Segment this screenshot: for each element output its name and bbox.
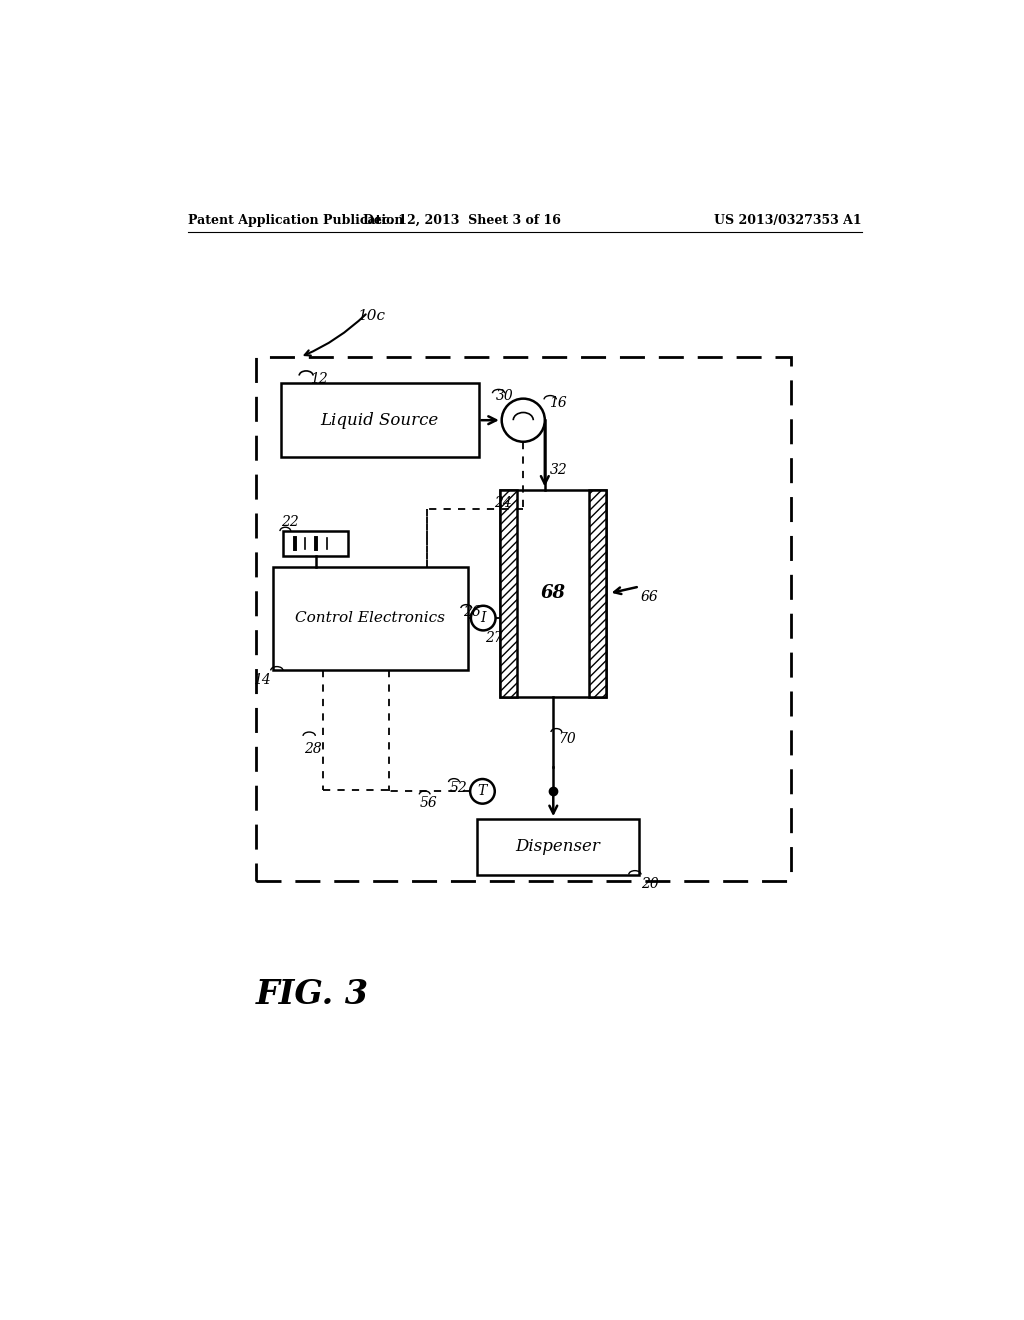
- Text: Liquid Source: Liquid Source: [321, 412, 438, 429]
- Bar: [281, 383, 478, 457]
- Text: Dec. 12, 2013  Sheet 3 of 16: Dec. 12, 2013 Sheet 3 of 16: [362, 214, 560, 227]
- Text: 70: 70: [558, 733, 575, 746]
- Text: 30: 30: [497, 389, 514, 404]
- Circle shape: [502, 399, 545, 442]
- Bar: [256, 358, 792, 880]
- Bar: [273, 566, 468, 671]
- Text: 28: 28: [304, 742, 322, 756]
- Text: Patent Application Publication: Patent Application Publication: [188, 214, 403, 227]
- Text: FIG. 3: FIG. 3: [256, 978, 370, 1011]
- Bar: [477, 818, 639, 875]
- Text: 68: 68: [541, 585, 566, 602]
- Text: 10c: 10c: [357, 309, 386, 322]
- Text: 12: 12: [310, 372, 328, 387]
- Text: 26: 26: [463, 605, 481, 619]
- Bar: [283, 531, 348, 556]
- Bar: [590, 490, 606, 697]
- Text: 56: 56: [419, 796, 437, 810]
- Text: Control Electronics: Control Electronics: [295, 611, 445, 626]
- Circle shape: [471, 606, 496, 631]
- Text: 24: 24: [494, 495, 512, 510]
- Text: 20: 20: [641, 876, 658, 891]
- Bar: [500, 490, 606, 697]
- Circle shape: [470, 779, 495, 804]
- Text: 66: 66: [641, 590, 658, 603]
- Text: 16: 16: [549, 396, 566, 409]
- Text: I: I: [480, 611, 486, 626]
- Text: 32: 32: [550, 462, 568, 477]
- Text: Dispenser: Dispenser: [515, 838, 600, 855]
- Bar: [500, 490, 517, 697]
- Text: 14: 14: [253, 673, 270, 686]
- Text: 22: 22: [281, 515, 298, 529]
- Text: 27: 27: [485, 631, 503, 645]
- Text: US 2013/0327353 A1: US 2013/0327353 A1: [715, 214, 862, 227]
- Text: 52: 52: [451, 780, 468, 795]
- Text: T: T: [478, 784, 487, 799]
